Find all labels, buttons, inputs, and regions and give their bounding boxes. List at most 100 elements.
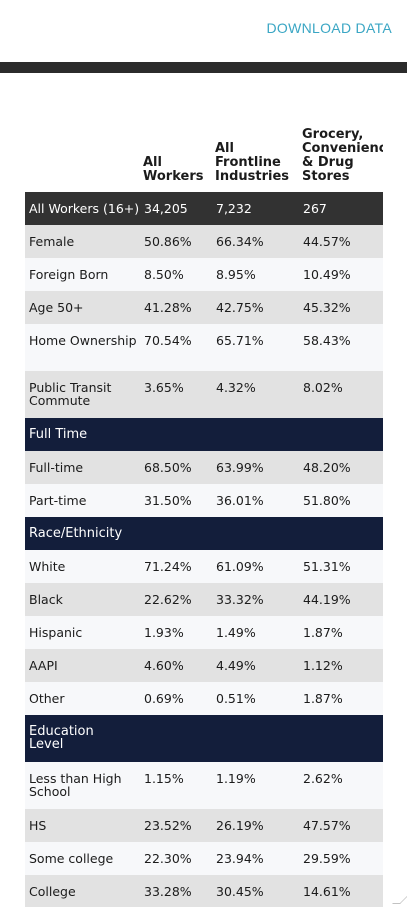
table-cell: 23.52% — [140, 809, 212, 842]
table-cell: 1.19% — [212, 762, 299, 809]
table-cell: 66.34% — [212, 225, 299, 258]
row-label: HS — [25, 809, 140, 842]
table-cell: 71.24% — [140, 550, 212, 583]
section-header-row: Race/Ethnicity — [25, 517, 383, 550]
table-body: All Workers (16+) 34,205 7,232 267 Female 50.… — [25, 192, 383, 907]
row-label: Some college — [25, 842, 140, 875]
table-cell: 14.61% — [299, 875, 383, 907]
table-cell: 30.45% — [212, 875, 299, 907]
table-cell: 61.09% — [212, 550, 299, 583]
section-title: Race/Ethnicity — [29, 526, 123, 541]
table-cell: 267 — [299, 192, 383, 225]
column-header-line: & Drug — [302, 155, 354, 170]
column-header-line: Industries — [215, 169, 290, 184]
column-header: All Frontline Industries — [212, 128, 299, 192]
table-row: Full-time 68.50% 63.99% 48.20% — [25, 451, 383, 484]
table-cell: 41.28% — [140, 291, 212, 324]
table-cell: 0.69% — [140, 682, 212, 715]
table-cell: 0.51% — [212, 682, 299, 715]
row-label: All Workers (16+) — [25, 192, 140, 225]
table-cell: 7,232 — [212, 192, 299, 225]
table-cell: 34,205 — [140, 192, 212, 225]
table-cell: 51.31% — [299, 550, 383, 583]
table-cell: 4.32% — [212, 371, 299, 418]
table-cell: 10.49% — [299, 258, 383, 291]
row-label: Part-time — [25, 484, 140, 517]
table-cell: 1.15% — [140, 762, 212, 809]
table-cell: 36.01% — [212, 484, 299, 517]
section-title: Full Time — [29, 427, 88, 442]
table-header-row: All Workers All Frontline Industries Grocery,… — [25, 128, 383, 192]
download-data-link[interactable]: DOWNLOAD DATA — [266, 20, 392, 36]
column-header-line: All — [143, 155, 162, 170]
row-label: AAPI — [25, 649, 140, 682]
table-row: Hispanic 1.93% 1.49% 1.87% — [25, 616, 383, 649]
column-header-line: Grocery, — [302, 128, 364, 142]
row-label: Hispanic — [25, 616, 140, 649]
table-cell: 47.57% — [299, 809, 383, 842]
table-row: Part-time 31.50% 36.01% 51.80% — [25, 484, 383, 517]
row-label: Age 50+ — [25, 291, 140, 324]
top-divider-bar — [0, 62, 407, 73]
table-row: AAPI 4.60% 4.49% 1.12% — [25, 649, 383, 682]
column-header-line: All — [215, 141, 234, 156]
table-cell: 2.62% — [299, 762, 383, 809]
table-cell: 65.71% — [212, 324, 299, 371]
table-cell: 50.86% — [140, 225, 212, 258]
table-row: Less than High School 1.15% 1.19% 2.62% — [25, 762, 383, 809]
table-row: Some college 22.30% 23.94% 29.59% — [25, 842, 383, 875]
section-header-row: Education Level — [25, 715, 383, 762]
section-title: Education Level — [29, 724, 94, 752]
total-row: All Workers (16+) 34,205 7,232 267 — [25, 192, 383, 225]
table-cell: 8.95% — [212, 258, 299, 291]
row-label: Black — [25, 583, 140, 616]
table-cell: 4.49% — [212, 649, 299, 682]
table-cell: 23.94% — [212, 842, 299, 875]
table-cell: 22.30% — [140, 842, 212, 875]
table-row: Home Ownership 70.54% 65.71% 58.43% — [25, 324, 383, 371]
table-cell: 1.87% — [299, 682, 383, 715]
table-row: Other 0.69% 0.51% 1.87% — [25, 682, 383, 715]
column-header-line: Convenience — [302, 141, 383, 156]
table-cell: 8.50% — [140, 258, 212, 291]
table-row: HS 23.52% 26.19% 47.57% — [25, 809, 383, 842]
row-label: Full-time — [25, 451, 140, 484]
table-cell: 1.49% — [212, 616, 299, 649]
row-label: College — [25, 875, 140, 907]
header-label-column — [25, 128, 140, 192]
resize-handle-icon[interactable] — [392, 896, 407, 904]
row-label: Public Transit Commute — [25, 371, 140, 418]
table-cell: 58.43% — [299, 324, 383, 371]
row-label: Female — [25, 225, 140, 258]
row-label: Foreign Born — [25, 258, 140, 291]
table-row: Black 22.62% 33.32% 44.19% — [25, 583, 383, 616]
column-header: All Workers — [140, 128, 212, 192]
table-cell: 44.19% — [299, 583, 383, 616]
table-cell: 48.20% — [299, 451, 383, 484]
data-table-scroll-area[interactable]: All Workers All Frontline Industries Grocery,… — [25, 128, 383, 907]
table-cell: 31.50% — [140, 484, 212, 517]
table-cell: 26.19% — [212, 809, 299, 842]
table-cell: 22.62% — [140, 583, 212, 616]
column-header-line: Stores — [302, 169, 350, 184]
table-cell: 44.57% — [299, 225, 383, 258]
table-cell: 4.60% — [140, 649, 212, 682]
table-cell: 1.12% — [299, 649, 383, 682]
table-row: Foreign Born 8.50% 8.95% 10.49% — [25, 258, 383, 291]
table-cell: 63.99% — [212, 451, 299, 484]
row-label: Other — [25, 682, 140, 715]
table-row: Public Transit Commute 3.65% 4.32% 8.02% — [25, 371, 383, 418]
table-cell: 33.28% — [140, 875, 212, 907]
table-cell: 42.75% — [212, 291, 299, 324]
table-row: Female 50.86% 66.34% 44.57% — [25, 225, 383, 258]
table-cell: 51.80% — [299, 484, 383, 517]
row-label: Less than High School — [25, 762, 140, 809]
table-cell: 29.59% — [299, 842, 383, 875]
table-row: White 71.24% 61.09% 51.31% — [25, 550, 383, 583]
row-label: Home Ownership — [25, 324, 140, 371]
table-row: College 33.28% 30.45% 14.61% — [25, 875, 383, 907]
column-header-line: Workers — [143, 169, 204, 184]
table-cell: 1.93% — [140, 616, 212, 649]
table-cell: 1.87% — [299, 616, 383, 649]
table-cell: 68.50% — [140, 451, 212, 484]
